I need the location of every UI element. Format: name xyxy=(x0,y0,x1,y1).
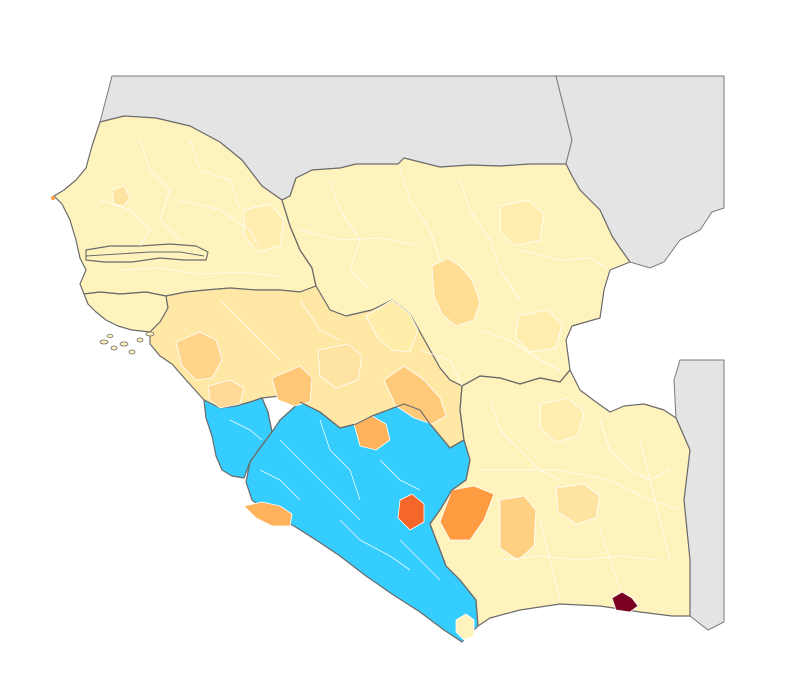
region-senegal-e xyxy=(243,203,285,253)
gambia-river xyxy=(85,251,205,257)
cap-vert-marker xyxy=(51,196,55,200)
region-guinea-mid xyxy=(317,343,363,389)
region-boke xyxy=(207,379,245,409)
country-gambia xyxy=(85,243,209,263)
region-bouake xyxy=(555,483,601,525)
region-sl-coast xyxy=(243,501,293,527)
region-burkina-s xyxy=(515,309,563,353)
region-man xyxy=(439,485,495,541)
region-bamako xyxy=(365,299,419,353)
region-abidjan xyxy=(611,591,639,613)
region-daloa xyxy=(499,495,537,561)
region-kankan xyxy=(383,365,447,425)
region-ci-north xyxy=(539,397,585,443)
region-dakar xyxy=(111,185,131,207)
admin-boundaries xyxy=(99,139,681,601)
bissagos-islands xyxy=(99,331,155,355)
region-nzerekore-b xyxy=(397,493,425,531)
country-borders xyxy=(83,199,571,627)
region-kindia xyxy=(175,331,223,381)
region-segou xyxy=(431,257,481,327)
region-burkina-w xyxy=(499,199,545,247)
region-faranah xyxy=(271,365,313,407)
region-liberia-coast xyxy=(455,613,475,641)
